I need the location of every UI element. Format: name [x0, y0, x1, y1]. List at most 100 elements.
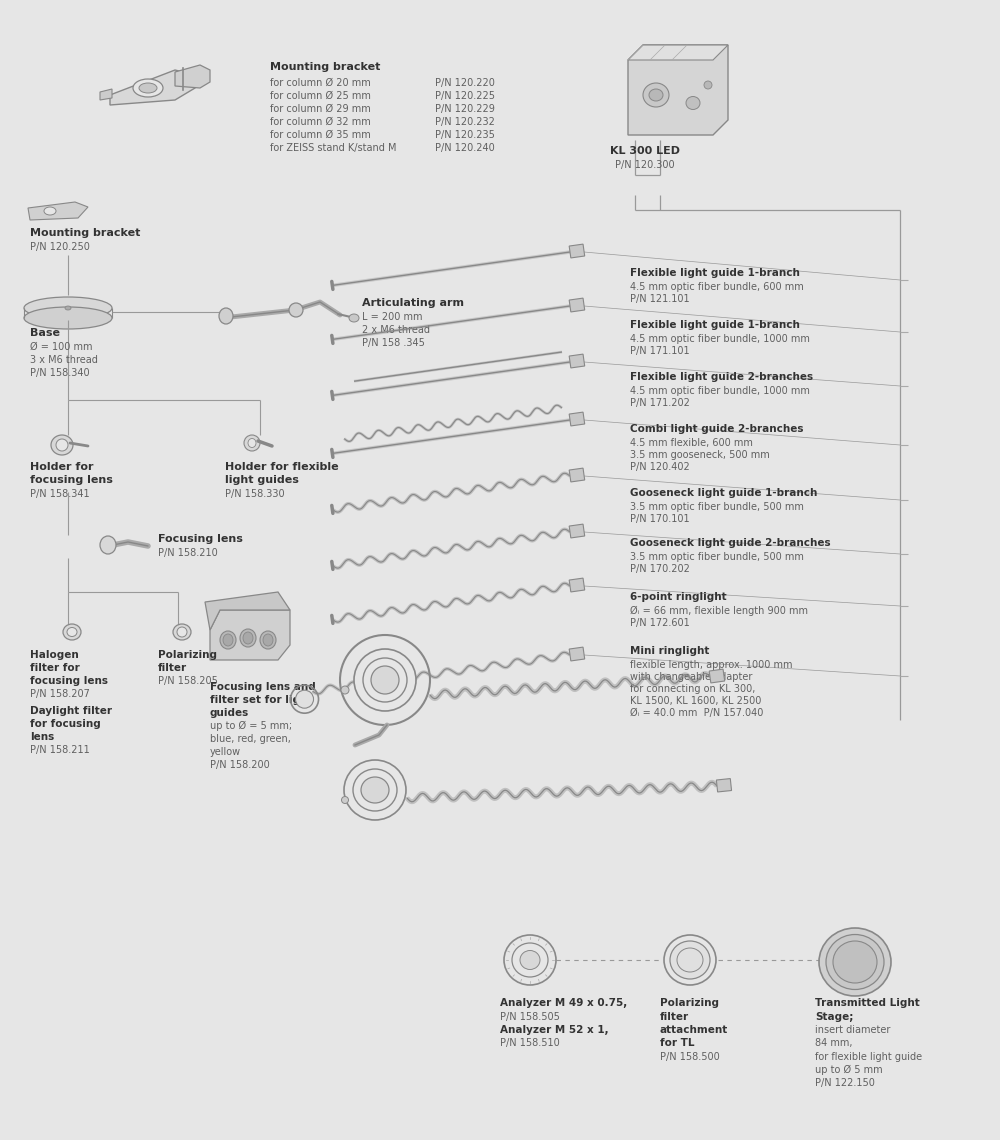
Text: P/N 158.505: P/N 158.505 [500, 1012, 560, 1021]
Text: Analyzer M 52 x 1,: Analyzer M 52 x 1, [500, 1025, 609, 1035]
Text: P/N 171.101: P/N 171.101 [630, 347, 690, 356]
Text: KL 1500, KL 1600, KL 2500: KL 1500, KL 1600, KL 2500 [630, 697, 761, 706]
Text: for column Ø 35 mm: for column Ø 35 mm [270, 130, 371, 140]
Text: KL 300 LED: KL 300 LED [610, 146, 680, 156]
Ellipse shape [371, 666, 399, 694]
Ellipse shape [24, 307, 112, 329]
Text: P/N 171.202: P/N 171.202 [630, 398, 690, 408]
Text: for column Ø 20 mm: for column Ø 20 mm [270, 78, 371, 88]
Ellipse shape [133, 79, 163, 97]
Text: P/N 120.250: P/N 120.250 [30, 242, 90, 252]
Text: P/N 120.229: P/N 120.229 [435, 104, 495, 114]
Text: for ZEISS stand K/stand M: for ZEISS stand K/stand M [270, 142, 396, 153]
Ellipse shape [219, 308, 233, 324]
Polygon shape [716, 779, 732, 792]
Text: P/N 172.601: P/N 172.601 [630, 618, 690, 628]
Text: 3.5 mm gooseneck, 500 mm: 3.5 mm gooseneck, 500 mm [630, 450, 770, 461]
Text: with changeable adapter: with changeable adapter [630, 671, 752, 682]
Text: P/N 158.205: P/N 158.205 [158, 676, 218, 686]
Text: P/N 170.202: P/N 170.202 [630, 564, 690, 575]
Text: Mounting bracket: Mounting bracket [30, 228, 140, 238]
Ellipse shape [354, 649, 416, 711]
Text: P/N 120.235: P/N 120.235 [435, 130, 495, 140]
Text: P/N 158.340: P/N 158.340 [30, 368, 90, 378]
Ellipse shape [296, 690, 314, 708]
Text: Mini ringlight: Mini ringlight [630, 646, 709, 656]
Text: up to Ø = 5 mm;: up to Ø = 5 mm; [210, 720, 292, 731]
Text: filter for: filter for [30, 663, 80, 673]
Ellipse shape [670, 940, 710, 979]
Text: flexible length, approx. 1000 mm: flexible length, approx. 1000 mm [630, 660, 792, 670]
Text: P/N 158.330: P/N 158.330 [225, 489, 285, 499]
Text: Holder for: Holder for [30, 462, 94, 472]
Ellipse shape [704, 81, 712, 89]
Polygon shape [569, 524, 585, 538]
Ellipse shape [139, 83, 157, 93]
Ellipse shape [361, 777, 389, 803]
Text: P/N 121.101: P/N 121.101 [630, 294, 690, 304]
Ellipse shape [67, 627, 77, 636]
Text: focusing lens: focusing lens [30, 676, 108, 686]
Ellipse shape [177, 627, 187, 637]
Text: for TL: for TL [660, 1039, 694, 1048]
Text: Base: Base [30, 328, 60, 337]
Text: Mounting bracket: Mounting bracket [270, 62, 380, 72]
Text: for column Ø 25 mm: for column Ø 25 mm [270, 91, 371, 101]
Text: for focusing: for focusing [30, 719, 101, 728]
Text: yellow: yellow [210, 747, 241, 757]
Text: light guides: light guides [225, 475, 299, 484]
Text: Combi light guide 2-branches: Combi light guide 2-branches [630, 424, 804, 434]
Ellipse shape [240, 629, 256, 648]
Text: 3.5 mm optic fiber bundle, 500 mm: 3.5 mm optic fiber bundle, 500 mm [630, 502, 804, 512]
Text: 4.5 mm optic fiber bundle, 1000 mm: 4.5 mm optic fiber bundle, 1000 mm [630, 386, 810, 396]
Text: Polarizing: Polarizing [158, 650, 217, 660]
Text: P/N 158 .345: P/N 158 .345 [362, 337, 425, 348]
Text: Gooseneck light guide 2-branches: Gooseneck light guide 2-branches [630, 538, 831, 548]
Text: Øᵢ = 40.0 mm  P/N 157.040: Øᵢ = 40.0 mm P/N 157.040 [630, 708, 763, 718]
Text: P/N 120.232: P/N 120.232 [435, 117, 495, 127]
Polygon shape [205, 592, 290, 630]
Polygon shape [569, 578, 585, 592]
Text: Halogen: Halogen [30, 650, 79, 660]
Text: P/N 158.207: P/N 158.207 [30, 689, 90, 699]
Text: Articulating arm: Articulating arm [362, 298, 464, 308]
Text: 3 x M6 thread: 3 x M6 thread [30, 355, 98, 365]
Polygon shape [100, 89, 112, 100]
Text: 84 mm,: 84 mm, [815, 1039, 852, 1048]
Text: P/N 158.211: P/N 158.211 [30, 746, 90, 755]
Text: attachment: attachment [660, 1025, 728, 1035]
Text: Stage;: Stage; [815, 1012, 853, 1021]
Text: Daylight filter: Daylight filter [30, 706, 112, 716]
Polygon shape [175, 65, 210, 88]
Ellipse shape [248, 439, 256, 448]
Ellipse shape [24, 298, 112, 319]
Text: Holder for flexible: Holder for flexible [225, 462, 339, 472]
Text: Flexible light guide 1-branch: Flexible light guide 1-branch [630, 320, 800, 329]
Text: for column Ø 32 mm: for column Ø 32 mm [270, 117, 371, 127]
Text: for column Ø 29 mm: for column Ø 29 mm [270, 104, 371, 114]
Polygon shape [28, 202, 88, 220]
Text: Flexible light guide 2-branches: Flexible light guide 2-branches [630, 372, 813, 382]
Text: 4.5 mm optic fiber bundle, 1000 mm: 4.5 mm optic fiber bundle, 1000 mm [630, 334, 810, 344]
Ellipse shape [833, 940, 877, 983]
Ellipse shape [826, 935, 884, 990]
Text: 6-point ringlight: 6-point ringlight [630, 592, 727, 602]
Text: Ø = 100 mm: Ø = 100 mm [30, 342, 92, 352]
Polygon shape [569, 648, 585, 661]
Text: P/N 158.341: P/N 158.341 [30, 489, 90, 499]
Text: lens: lens [30, 732, 54, 742]
Ellipse shape [63, 624, 81, 640]
Text: Focusing lens and: Focusing lens and [210, 682, 316, 692]
Text: 4.5 mm optic fiber bundle, 600 mm: 4.5 mm optic fiber bundle, 600 mm [630, 282, 804, 292]
Text: for connecting on KL 300,: for connecting on KL 300, [630, 684, 755, 694]
Text: P/N 158.500: P/N 158.500 [660, 1052, 720, 1062]
Ellipse shape [686, 97, 700, 109]
Ellipse shape [349, 314, 359, 321]
Ellipse shape [649, 89, 663, 101]
Text: blue, red, green,: blue, red, green, [210, 734, 291, 744]
Ellipse shape [220, 632, 236, 649]
Text: 3.5 mm optic fiber bundle, 500 mm: 3.5 mm optic fiber bundle, 500 mm [630, 552, 804, 562]
Text: up to Ø 5 mm: up to Ø 5 mm [815, 1065, 883, 1075]
Text: for flexible light guide: for flexible light guide [815, 1052, 922, 1062]
Ellipse shape [223, 634, 233, 646]
